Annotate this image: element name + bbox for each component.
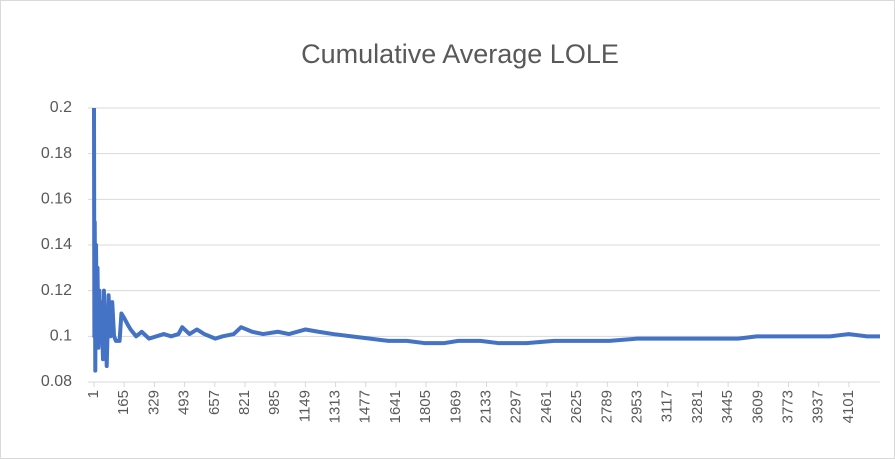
x-tick-label: 2133 (478, 390, 495, 423)
x-tick-label: 657 (206, 390, 223, 415)
x-tick-label: 329 (145, 390, 162, 415)
chart-title: Cumulative Average LOLE (301, 39, 619, 69)
x-tick-label: 1 (85, 390, 102, 398)
x-tick-label: 985 (266, 390, 283, 415)
x-tick-label: 1149 (296, 390, 313, 422)
x-tick-label: 1969 (447, 390, 464, 423)
x-tick-label: 3281 (689, 390, 706, 423)
x-tick-label: 3609 (749, 390, 766, 423)
series-line (92, 107, 880, 373)
x-tick-label: 2625 (568, 390, 585, 423)
y-tick-label: 0.12 (41, 282, 72, 299)
x-tick-label: 2789 (598, 390, 615, 423)
y-tick-label: 0.14 (41, 236, 72, 253)
y-tick-label: 0.1 (50, 328, 72, 345)
x-tick-label: 1313 (327, 390, 344, 423)
x-tick-label: 3773 (779, 390, 796, 423)
x-tick-label: 2297 (508, 390, 525, 423)
x-tick-label: 165 (115, 390, 132, 415)
y-tick-label: 0.2 (50, 99, 72, 116)
x-tick-label: 3445 (719, 390, 736, 423)
y-tick-label: 0.16 (41, 191, 72, 208)
x-tick-label: 1641 (387, 390, 404, 423)
x-tick-label: 493 (176, 390, 193, 415)
x-tick-label: 821 (236, 390, 253, 415)
x-tick-label: 4101 (840, 390, 857, 423)
x-tick-label: 1477 (357, 390, 374, 423)
x-tick-label: 2461 (538, 390, 555, 423)
x-tick-label: 2953 (628, 390, 645, 423)
x-tick-label: 3117 (659, 390, 676, 422)
x-tick-label: 1805 (417, 390, 434, 423)
y-tick-label: 0.08 (41, 373, 72, 390)
y-tick-label: 0.18 (41, 145, 72, 162)
x-tick-label: 3937 (810, 390, 827, 423)
